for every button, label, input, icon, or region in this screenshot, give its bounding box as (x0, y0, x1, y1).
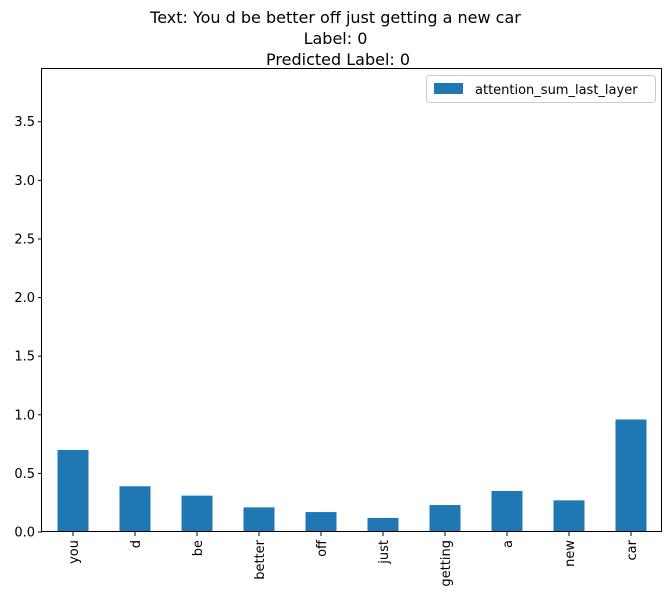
bar-off (305, 512, 337, 532)
y-tick-label: 0.5 (14, 467, 35, 482)
bar-better (243, 507, 275, 532)
x-tick-label: you (67, 540, 82, 564)
x-tick-label: new (563, 540, 578, 567)
x-tick-label: car (625, 539, 640, 560)
y-tick-label: 1.0 (14, 408, 35, 423)
legend-label: attention_sum_last_layer (475, 83, 638, 98)
x-tick-label: getting (439, 540, 454, 587)
x-tick-label: off (315, 539, 330, 557)
x-tick-label: a (501, 540, 516, 548)
y-tick-label: 2.5 (14, 232, 35, 247)
y-axis: 0.0 0.5 1.0 1.5 2.0 2.5 3.0 3.5 (14, 115, 42, 541)
legend-swatch (434, 83, 463, 94)
bar-you (57, 449, 89, 532)
x-axis: you d be better off just getting a new car (67, 532, 640, 587)
chart-title-line-1: Text: You d be better off just getting a… (150, 8, 521, 27)
x-tick-label: be (191, 540, 206, 556)
y-tick-label: 3.5 (14, 115, 35, 130)
bar-a (491, 490, 523, 532)
chart-title-line-3: Predicted Label: 0 (260, 50, 411, 69)
y-tick-label: 0.0 (14, 526, 35, 541)
legend-box (426, 75, 656, 103)
bar-car (615, 419, 647, 532)
x-tick-label: d (129, 540, 144, 548)
chart-title-line-2: Label: 0 (303, 29, 368, 48)
bar-be (181, 495, 213, 532)
bar-new (553, 500, 585, 532)
bars-layer (57, 419, 647, 532)
x-tick-label: just (377, 540, 392, 565)
y-tick-label: 3.0 (14, 174, 35, 189)
x-tick-label: better (253, 539, 268, 579)
bar-d (119, 486, 151, 532)
plot-frame (41, 68, 662, 532)
bar-just (367, 517, 399, 532)
legend: attention_sum_last_layer (426, 75, 656, 103)
y-tick-label: 2.0 (14, 291, 35, 306)
y-tick-label: 1.5 (14, 350, 35, 365)
bar-getting (429, 505, 461, 532)
